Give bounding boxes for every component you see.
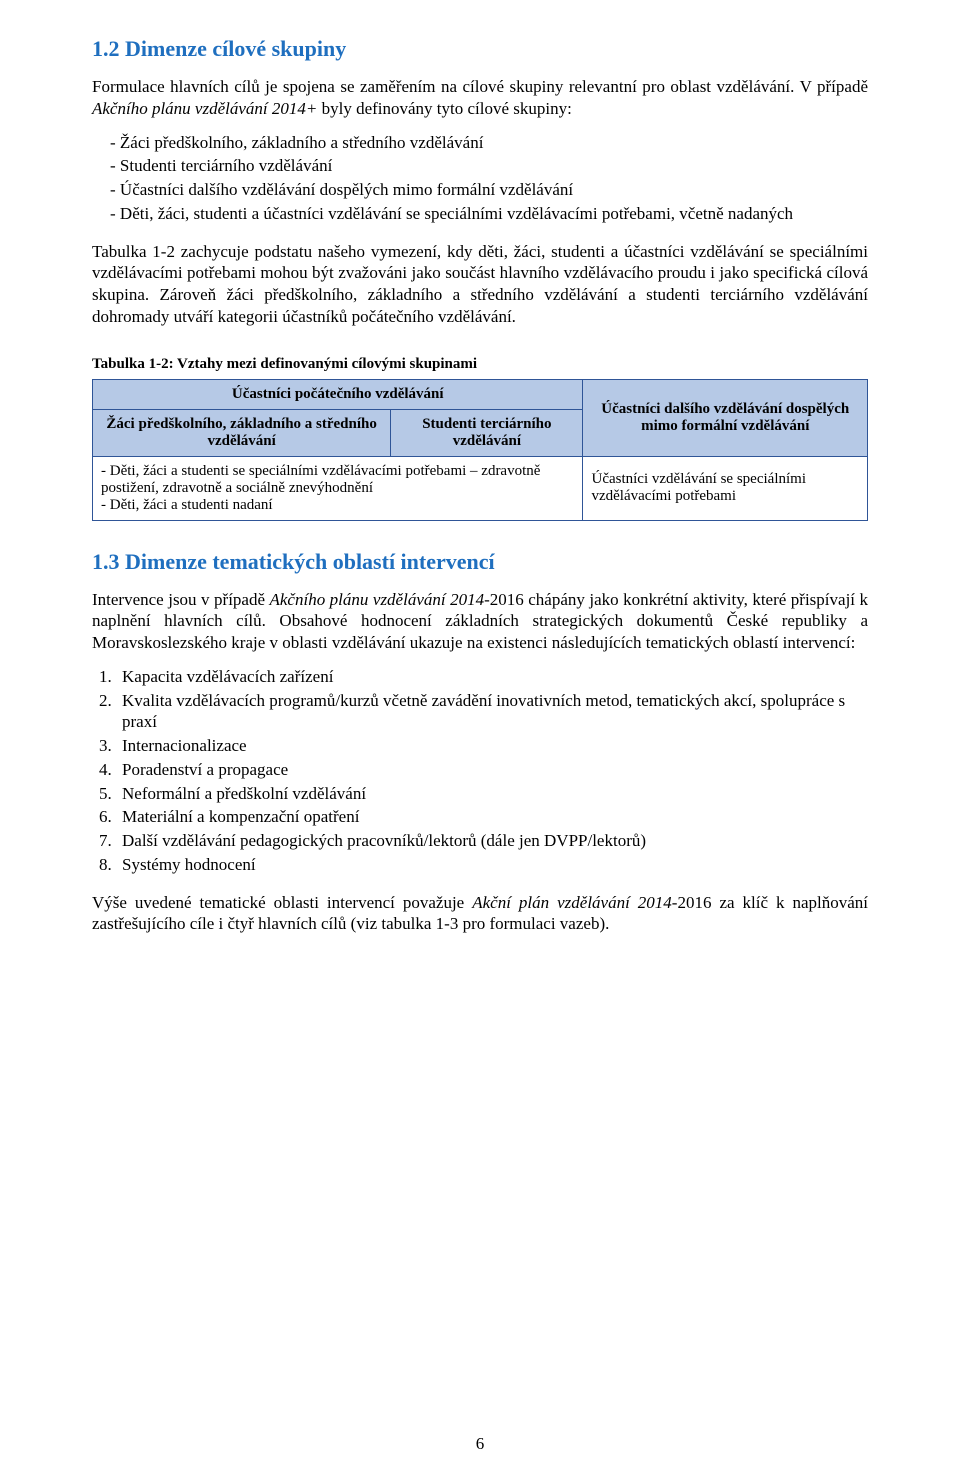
text: Formulace hlavních cílů je spojena se za… <box>92 77 868 96</box>
list-item: Účastníci dalšího vzdělávání dospělých m… <box>132 179 868 201</box>
list-item: Žáci předškolního, základního a středníh… <box>132 132 868 154</box>
list-item: Internacionalizace <box>116 735 868 757</box>
list-item: Kvalita vzdělávacích programů/kurzů včet… <box>116 690 868 734</box>
table-header-tertiary: Studenti terciárního vzdělávání <box>391 409 583 456</box>
table-row: - Děti, žáci a studenti se speciálními v… <box>93 456 868 520</box>
paragraph-closing: Výše uvedené tematické oblasti intervenc… <box>92 892 868 936</box>
paragraph-table-intro: Tabulka 1-2 zachycuje podstatu našeho vy… <box>92 241 868 328</box>
list-item: Další vzdělávání pedagogických pracovník… <box>116 830 868 852</box>
text-italic: Akčního plánu vzdělávání 2014 <box>270 590 485 609</box>
list-item: Studenti terciárního vzdělávání <box>132 155 868 177</box>
text-italic: Akční plán vzdělávání 2014 <box>472 893 672 912</box>
table-relations: Účastníci počátečního vzdělávání Účastní… <box>92 379 868 521</box>
table-cell-special-needs: - Děti, žáci a studenti se speciálními v… <box>93 456 583 520</box>
table-header-pupils: Žáci předškolního, základního a středníh… <box>93 409 391 456</box>
heading-1-3: 1.3 Dimenze tematických oblastí interven… <box>92 549 868 575</box>
paragraph-intro: Formulace hlavních cílů je spojena se za… <box>92 76 868 120</box>
table-header-initial-education: Účastníci počátečního vzdělávání <box>93 379 583 409</box>
bullet-list-target-groups: Žáci předškolního, základního a středníh… <box>92 132 868 225</box>
numbered-list-interventions: Kapacita vzdělávacích zařízení Kvalita v… <box>92 666 868 876</box>
text: Výše uvedené tematické oblasti intervenc… <box>92 893 472 912</box>
text-italic: Akčního plánu vzdělávání 2014+ <box>92 99 317 118</box>
list-item: Neformální a předškolní vzdělávání <box>116 783 868 805</box>
list-item: Děti, žáci, studenti a účastníci vzděláv… <box>132 203 868 225</box>
text: Intervence jsou v případě <box>92 590 270 609</box>
table-header-further-education: Účastníci dalšího vzdělávání dospělých m… <box>583 379 868 456</box>
list-item: Poradenství a propagace <box>116 759 868 781</box>
list-item: Materiální a kompenzační opatření <box>116 806 868 828</box>
table-row: Účastníci počátečního vzdělávání Účastní… <box>93 379 868 409</box>
page: 1.2 Dimenze cílové skupiny Formulace hla… <box>0 0 960 1472</box>
paragraph-interventions-intro: Intervence jsou v případě Akčního plánu … <box>92 589 868 654</box>
table-caption: Tabulka 1-2: Vztahy mezi definovanými cí… <box>92 356 868 373</box>
page-number: 6 <box>0 1434 960 1454</box>
heading-1-2: 1.2 Dimenze cílové skupiny <box>92 36 868 62</box>
list-item: Kapacita vzdělávacích zařízení <box>116 666 868 688</box>
text: byly definovány tyto cílové skupiny: <box>317 99 572 118</box>
table-cell-special-needs-further: Účastníci vzdělávání se speciálními vzdě… <box>583 456 868 520</box>
list-item: Systémy hodnocení <box>116 854 868 876</box>
